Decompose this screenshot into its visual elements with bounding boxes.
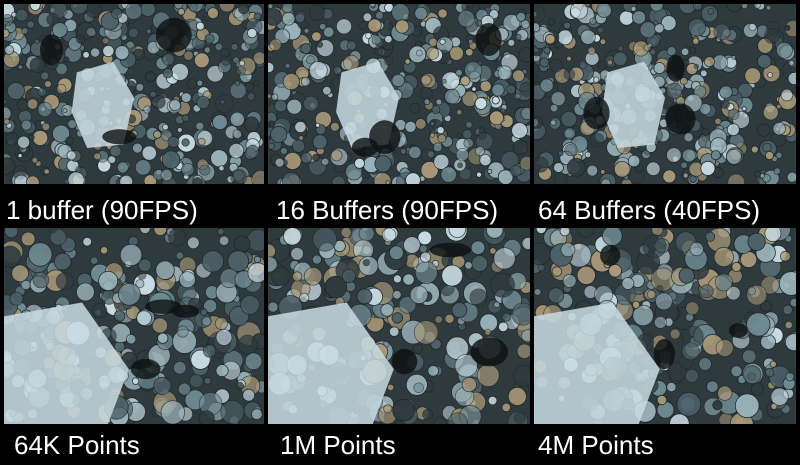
fractal-image bbox=[268, 228, 530, 424]
caption-4m-points: 4M Points bbox=[538, 430, 654, 460]
fractal-image bbox=[4, 228, 264, 424]
caption-64k-points: 64K Points bbox=[14, 430, 140, 460]
fractal-image bbox=[534, 4, 796, 184]
caption-16-buffers: 16 Buffers (90FPS) bbox=[276, 195, 499, 225]
fractal-render-64k-points bbox=[4, 228, 264, 424]
caption-1m-points: 1M Points bbox=[280, 430, 396, 460]
fractal-render-1m-points bbox=[268, 228, 530, 424]
fractal-image bbox=[268, 4, 530, 184]
fractal-render-1-buffer bbox=[4, 4, 264, 184]
caption-1-buffer: 1 buffer (90FPS) bbox=[6, 195, 198, 225]
caption-64-buffers: 64 Buffers (40FPS) bbox=[538, 195, 761, 225]
fractal-image bbox=[534, 228, 796, 424]
fractal-render-16-buffers bbox=[268, 4, 530, 184]
fractal-render-64-buffers bbox=[534, 4, 796, 184]
fractal-render-4m-points bbox=[534, 228, 796, 424]
fractal-image bbox=[4, 4, 264, 184]
